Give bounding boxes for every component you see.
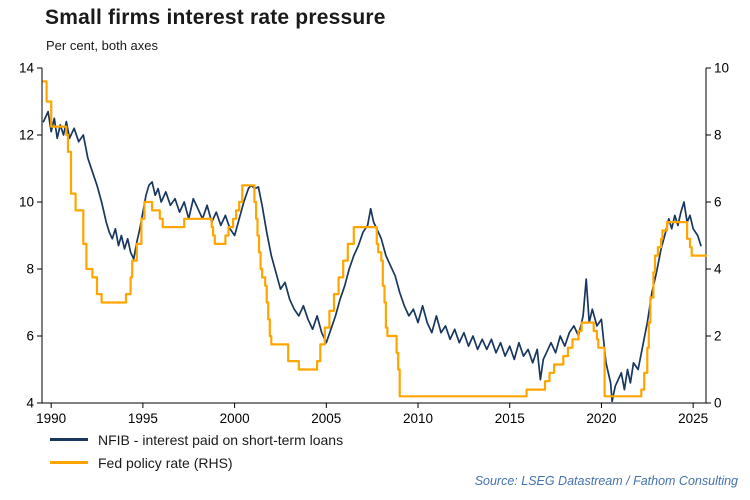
legend-item-fed: Fed policy rate (RHS) (50, 451, 343, 474)
svg-text:2005: 2005 (311, 411, 341, 426)
legend-swatch (50, 461, 88, 464)
page-title: Small firms interest rate pressure (45, 6, 386, 29)
svg-text:8: 8 (26, 262, 34, 277)
svg-text:2015: 2015 (495, 411, 525, 426)
svg-text:2000: 2000 (220, 411, 250, 426)
svg-text:10: 10 (714, 61, 729, 76)
svg-text:1995: 1995 (128, 411, 158, 426)
svg-text:0: 0 (714, 396, 722, 411)
svg-text:12: 12 (19, 128, 34, 143)
legend-label-nfib: NFIB - interest paid on short-term loans (98, 431, 344, 448)
chart-legend: NFIB - interest paid on short-term loans… (50, 428, 343, 474)
svg-text:4: 4 (26, 396, 34, 411)
legend-swatch (50, 438, 88, 441)
chart-subtitle: Per cent, both axes (46, 38, 159, 53)
svg-text:2: 2 (714, 329, 722, 344)
legend-label-fed: Fed policy rate (RHS) (98, 454, 233, 471)
chart-plot: 4 6 8 10 12 14 0 2 4 6 8 10 1990 1995 2000 2005 2010 2015… (19, 61, 729, 427)
source-credit: Source: LSEG Datastream / Fathom Consult… (474, 474, 738, 488)
svg-text:14: 14 (19, 61, 35, 76)
svg-text:6: 6 (26, 329, 34, 344)
legend-item-nfib: NFIB - interest paid on short-term loans (50, 428, 343, 451)
svg-text:8: 8 (714, 128, 722, 143)
svg-text:2010: 2010 (403, 411, 433, 426)
svg-text:2025: 2025 (678, 411, 708, 426)
svg-text:2020: 2020 (586, 411, 616, 426)
svg-text:6: 6 (714, 195, 722, 210)
svg-text:1990: 1990 (36, 411, 66, 426)
svg-text:4: 4 (714, 262, 722, 277)
svg-text:10: 10 (19, 195, 34, 210)
